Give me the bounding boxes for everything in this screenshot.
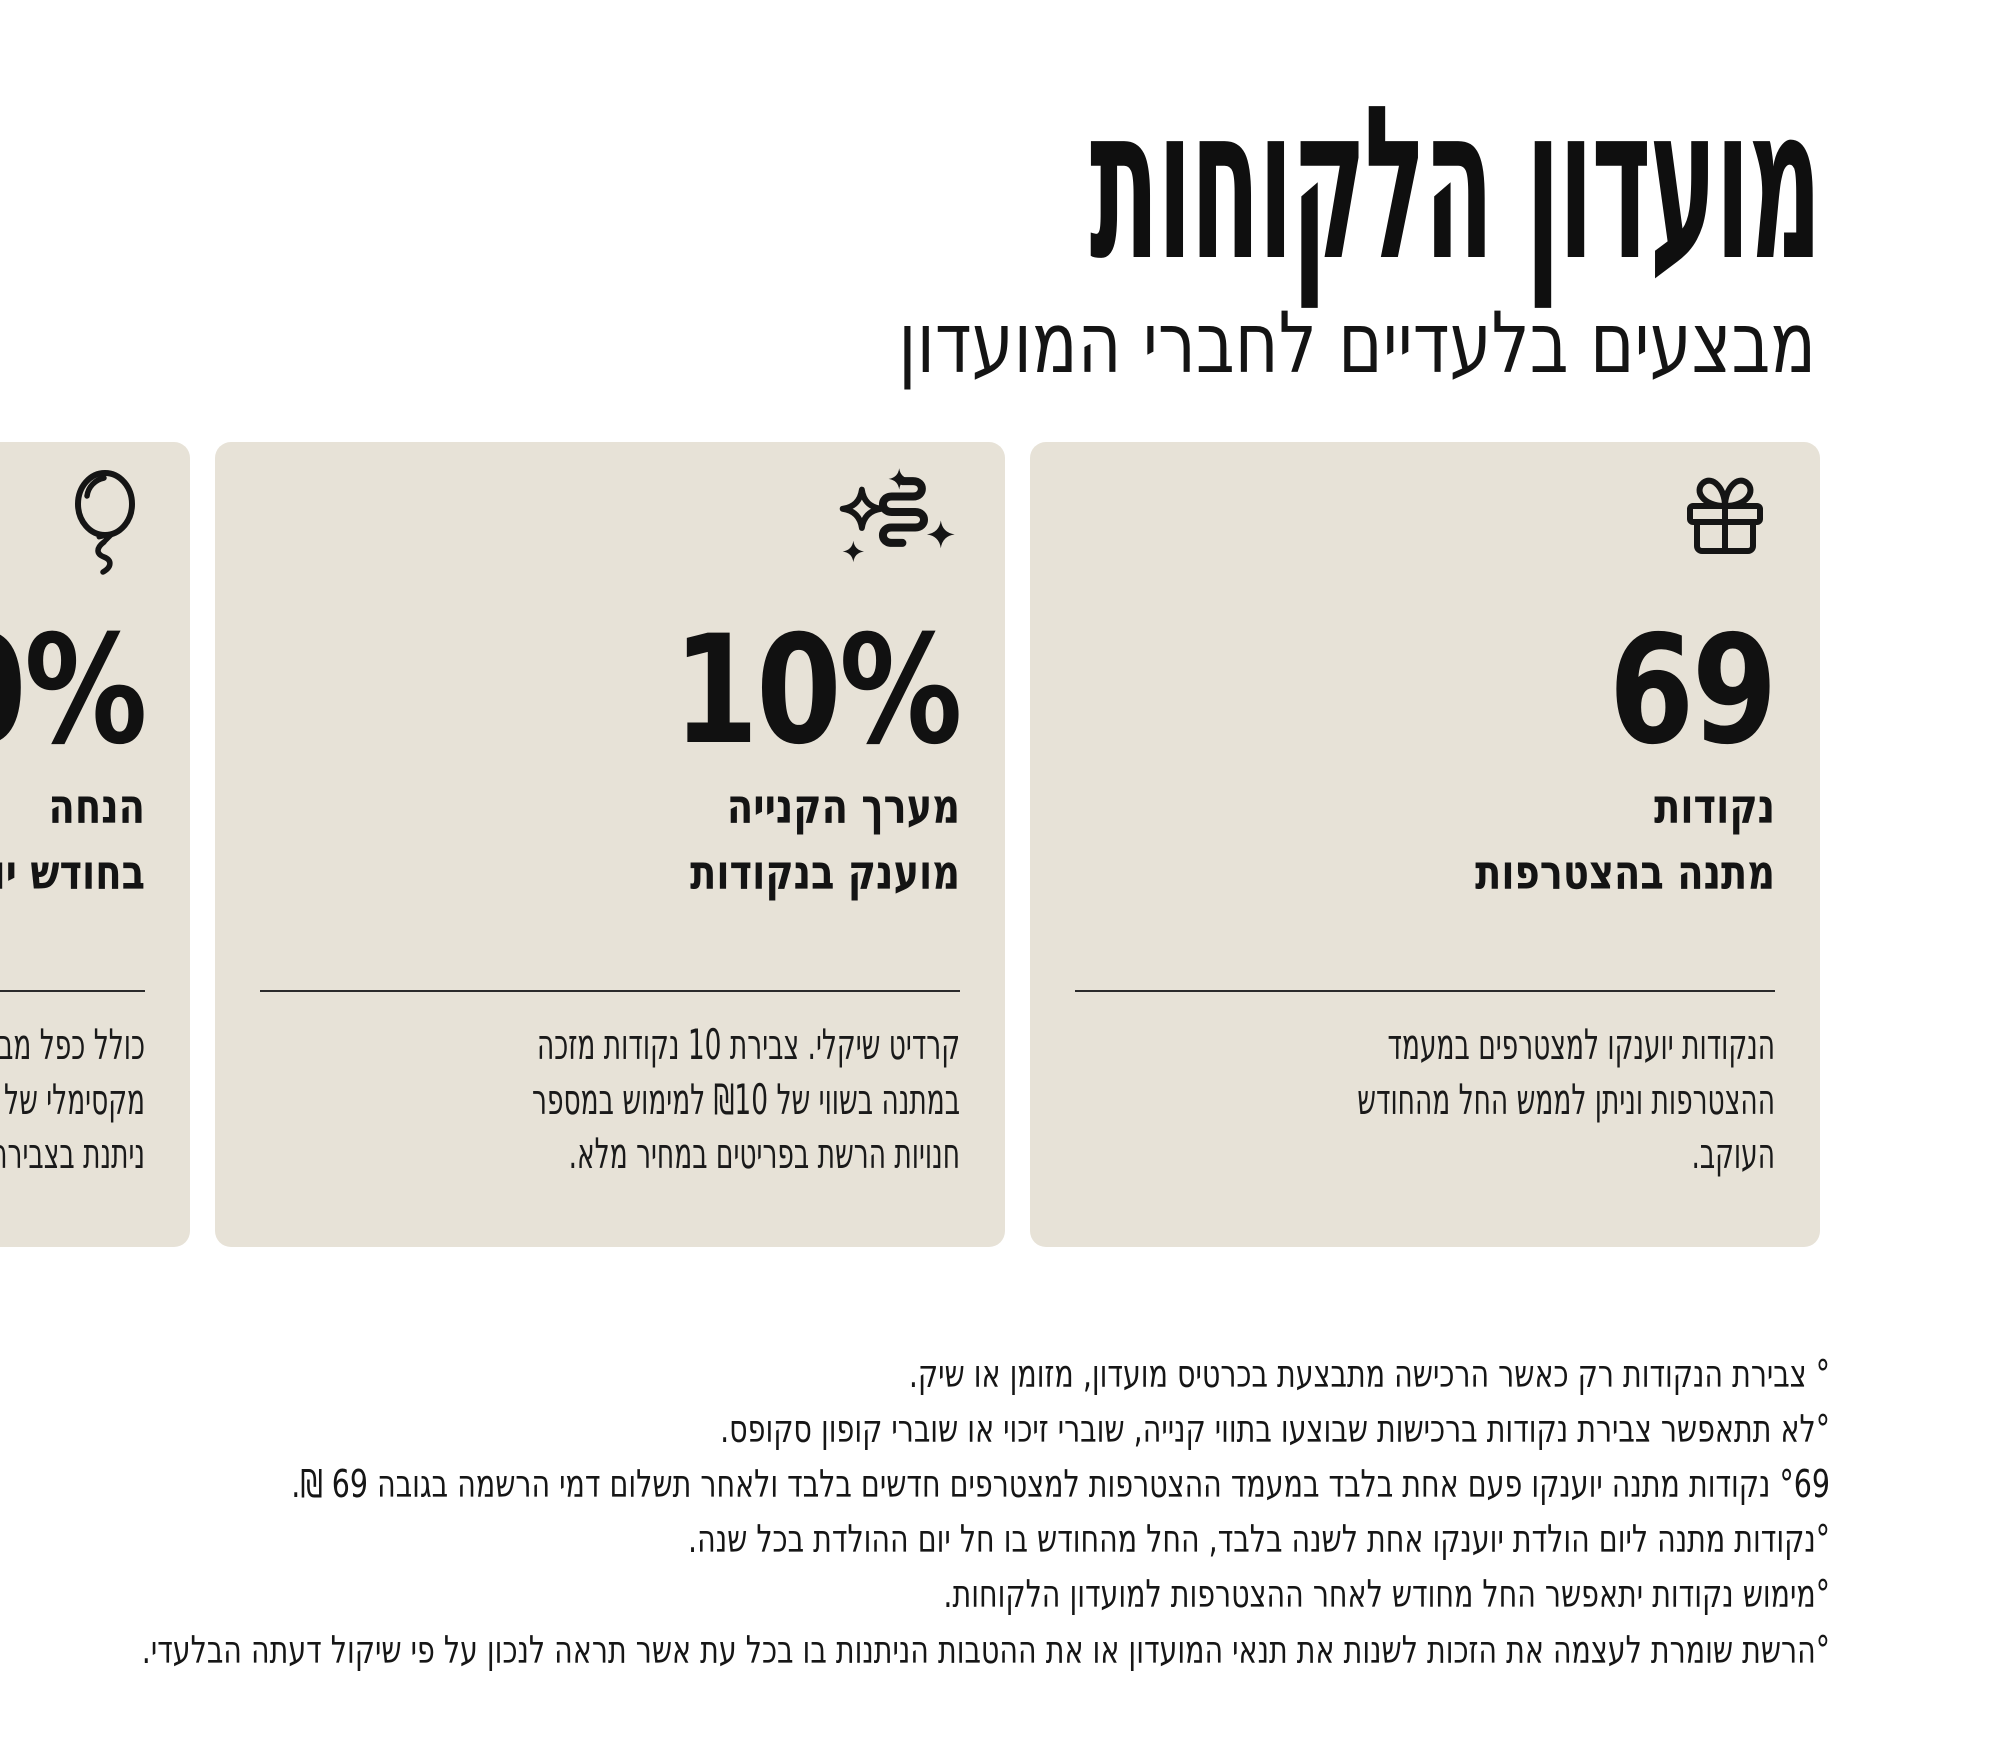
benefit-label: מוענק בנקודות	[690, 845, 960, 902]
footnote-bullet: °	[1815, 1572, 1830, 1617]
footnote-item: °מימוש נקודות יתאפשר החל מחודש לאחר ההצט…	[943, 1572, 1830, 1617]
benefit-value: 10%	[672, 604, 962, 779]
page-header: מועדון הלקוחות מבצעים בלעדיים לחברי המוע…	[180, 60, 1822, 392]
gift-icon	[1675, 464, 1775, 614]
benefit-note: הנקודות יוענקו למצטרפים במעמד ההצטרפות ו…	[1357, 1020, 1775, 1179]
benefit-value: 69	[1608, 604, 1778, 779]
footnote-item: °לא תתאפשר צבירת נקודות ברכישות שבוצעו ב…	[720, 1407, 1830, 1452]
confetti-icon	[832, 464, 960, 614]
footnote-item: °הרשת שומרת לעצמה את הזכות לשנות את תנאי…	[141, 1627, 1830, 1672]
page-title: מועדון הלקוחות	[1089, 60, 1822, 307]
balloon-icon	[65, 464, 145, 614]
benefit-label: נקודות	[1654, 779, 1775, 836]
card-points-on-purchase: 10% מערך הקנייה מוענק בנקודות קרדיט שיקל…	[215, 442, 1005, 1248]
benefit-label: בחודש יום ההולדת	[0, 845, 145, 902]
card-divider	[1075, 990, 1775, 993]
benefit-cards: 69 נקודות מתנה בהצטרפות הנקודות יוענקו ל…	[0, 442, 1820, 1248]
benefit-value: 20%	[0, 604, 147, 779]
card-birthday-discount: 20% הנחה בחודש יום ההולדת כולל כפל מבצעי…	[0, 442, 190, 1248]
benefit-note: כולל כפל מבצעים עד גובה קנייה מקסימלי של…	[0, 1020, 145, 1179]
card-divider	[0, 990, 145, 993]
footnote-bullet: °	[1779, 1462, 1794, 1507]
footnote-bullet: °	[1815, 1352, 1830, 1397]
page-subtitle: מבצעים בלעדיים לחברי המועדון	[898, 294, 1816, 392]
footnote-item: °69 נקודות מתנה יוענקו פעם אחת בלבד במעמ…	[291, 1462, 1830, 1507]
benefit-label: מערך הקנייה	[726, 779, 960, 836]
footnote-bullet: °	[1815, 1627, 1830, 1672]
footnotes: ° צבירת הנקודות רק כאשר הרכישה מתבצעת בכ…	[135, 1347, 1830, 1678]
benefit-label: הנחה	[48, 779, 145, 836]
card-signup-gift-points: 69 נקודות מתנה בהצטרפות הנקודות יוענקו ל…	[1030, 442, 1820, 1248]
footnote-item: °נקודות מתנה ליום הולדת יוענקו אחת לשנה …	[688, 1517, 1830, 1562]
benefit-note: קרדיט שיקלי. צבירת 10 נקודות מזכה במתנה …	[532, 1020, 960, 1179]
footnote-item: ° צבירת הנקודות רק כאשר הרכישה מתבצעת בכ…	[908, 1352, 1830, 1397]
footnote-bullet: °	[1815, 1407, 1830, 1452]
benefit-label: מתנה בהצטרפות	[1475, 845, 1775, 902]
card-divider	[260, 990, 960, 993]
footnote-bullet: °	[1815, 1517, 1830, 1562]
